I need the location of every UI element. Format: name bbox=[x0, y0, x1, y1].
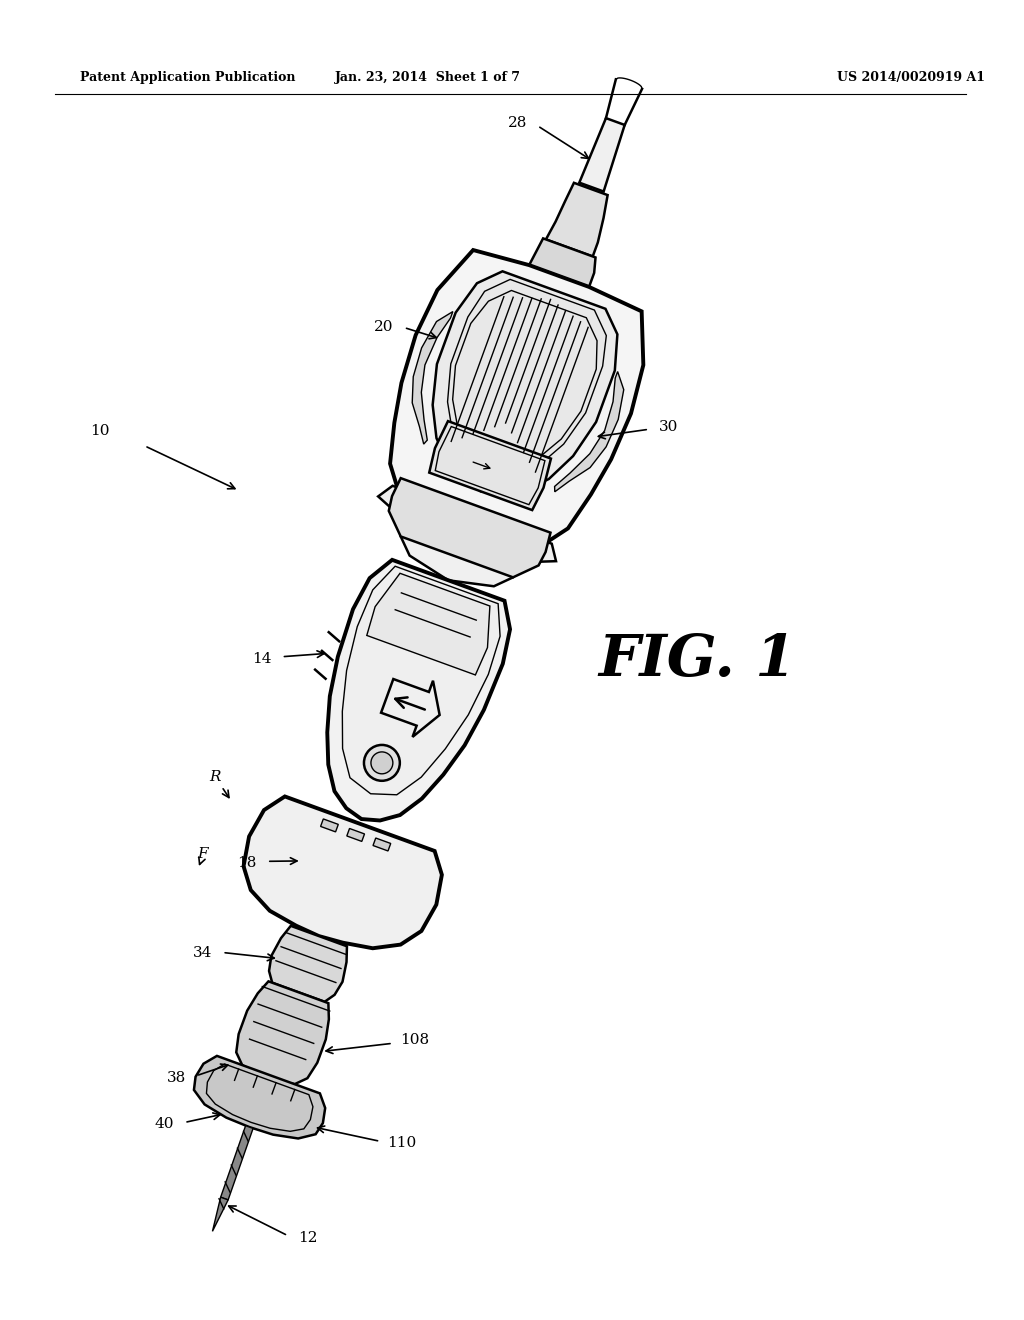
Polygon shape bbox=[447, 280, 606, 470]
Text: 110: 110 bbox=[388, 1137, 417, 1150]
Polygon shape bbox=[244, 796, 442, 948]
Polygon shape bbox=[529, 239, 596, 286]
Polygon shape bbox=[194, 1056, 326, 1138]
Polygon shape bbox=[342, 566, 500, 795]
Text: FIG. 1: FIG. 1 bbox=[598, 632, 797, 688]
Text: 18: 18 bbox=[238, 857, 257, 870]
Text: 10: 10 bbox=[90, 424, 110, 438]
Circle shape bbox=[371, 752, 393, 774]
Polygon shape bbox=[580, 117, 625, 191]
Polygon shape bbox=[546, 182, 607, 256]
Polygon shape bbox=[269, 925, 347, 1002]
Polygon shape bbox=[555, 371, 624, 492]
Polygon shape bbox=[328, 560, 510, 821]
Text: US 2014/0020919 A1: US 2014/0020919 A1 bbox=[837, 71, 985, 83]
Polygon shape bbox=[212, 1197, 228, 1232]
Polygon shape bbox=[413, 312, 453, 444]
Polygon shape bbox=[429, 421, 551, 510]
Circle shape bbox=[364, 744, 399, 781]
Text: Patent Application Publication: Patent Application Publication bbox=[80, 71, 295, 83]
Text: 20: 20 bbox=[374, 321, 393, 334]
Text: F: F bbox=[198, 847, 208, 861]
Text: 12: 12 bbox=[298, 1230, 317, 1245]
Polygon shape bbox=[220, 1126, 253, 1200]
Polygon shape bbox=[347, 829, 365, 841]
Polygon shape bbox=[390, 249, 643, 543]
Polygon shape bbox=[378, 486, 556, 586]
Text: 30: 30 bbox=[659, 420, 679, 434]
Polygon shape bbox=[389, 478, 551, 577]
Text: R: R bbox=[209, 770, 220, 784]
Polygon shape bbox=[321, 818, 338, 832]
Text: 28: 28 bbox=[508, 116, 527, 129]
Polygon shape bbox=[367, 573, 489, 675]
Text: 108: 108 bbox=[400, 1034, 429, 1047]
Polygon shape bbox=[381, 678, 439, 737]
Text: 40: 40 bbox=[155, 1118, 174, 1131]
Text: 34: 34 bbox=[193, 946, 212, 961]
Text: Jan. 23, 2014  Sheet 1 of 7: Jan. 23, 2014 Sheet 1 of 7 bbox=[336, 71, 521, 83]
Polygon shape bbox=[237, 981, 329, 1084]
Text: 38: 38 bbox=[166, 1071, 185, 1085]
Text: 14: 14 bbox=[252, 652, 271, 665]
Polygon shape bbox=[373, 838, 391, 851]
Polygon shape bbox=[433, 272, 617, 491]
